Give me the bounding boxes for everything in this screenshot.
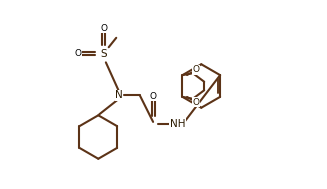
Text: NH: NH	[170, 119, 185, 129]
Text: O: O	[75, 49, 82, 58]
Text: N: N	[115, 91, 123, 100]
Text: S: S	[101, 49, 107, 59]
Text: O: O	[193, 98, 200, 107]
Text: O: O	[100, 24, 108, 33]
Text: O: O	[193, 65, 200, 74]
Text: O: O	[150, 92, 157, 101]
